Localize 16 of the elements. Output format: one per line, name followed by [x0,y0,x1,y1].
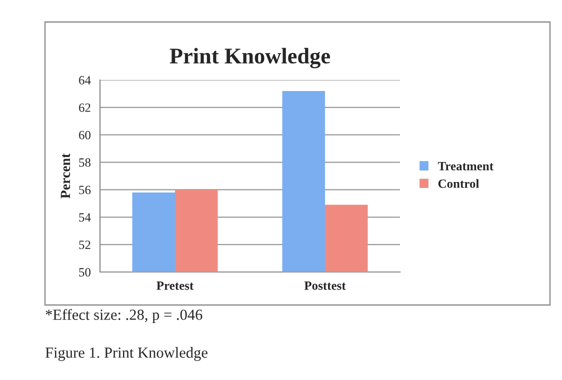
legend-label: Control [438,179,479,188]
y-tick-label: 64 [79,76,91,84]
legend-label: Treatment [438,162,494,170]
y-tick-label: 62 [79,103,90,112]
y-tick-label: 52 [79,240,90,250]
y-tick-label: 58 [79,158,90,167]
y-tick-label: 50 [79,268,90,276]
y-tick-label: 54 [79,213,91,222]
x-tick-label: Posttest [304,282,346,290]
y-tick-label: 60 [79,130,90,140]
y-axis-title: Percent [60,153,70,198]
caption: Figure 1. Print Knowledge [45,347,208,361]
x-tick-label: Pretest [156,282,194,290]
text: *Effect size: .28, p = .046 [46,308,202,324]
y-tick-label: 56 [79,186,91,194]
chart-title: Print Knowledge [170,48,330,68]
